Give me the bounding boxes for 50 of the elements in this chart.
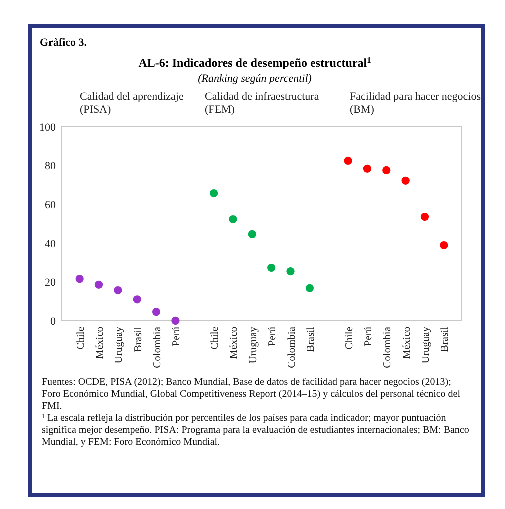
- x-tick-label: Brasil: [440, 326, 452, 352]
- x-tick-label: Colombia: [152, 326, 164, 368]
- point: [114, 286, 122, 295]
- point: [248, 230, 256, 239]
- x-tick-label: Brasil: [306, 326, 317, 352]
- chart-title: AL-6: Indicadores de desempeño estructural$^{1}$: [138, 56, 372, 70]
- x-tick-label: Perú: [268, 326, 279, 346]
- chart-subtitle: (Ranking según percentil): [198, 73, 312, 85]
- text: Facilidad para hacer negocios (BM): [350, 91, 482, 116]
- point: [268, 264, 276, 272]
- point: [133, 296, 142, 304]
- x-tick-label: Colombia: [382, 326, 394, 368]
- point: [420, 212, 430, 222]
- x-tick-label: Chile: [76, 326, 87, 350]
- x-tick-label: Brasil: [133, 326, 144, 352]
- x-tick-label: Uruguay: [248, 326, 260, 364]
- point: [229, 215, 238, 224]
- x-tick-label: Perú: [363, 326, 374, 346]
- point: [382, 166, 391, 175]
- x-tick-label: Perú: [172, 326, 183, 346]
- y-tick-label: 40: [45, 238, 56, 250]
- y-tick-label: 20: [45, 277, 56, 290]
- point: [210, 189, 218, 198]
- x-tick-label: Chile: [210, 326, 222, 350]
- y-tick-label: 100: [40, 122, 56, 134]
- point: [286, 267, 295, 276]
- x-tick-label: México: [402, 327, 413, 360]
- text: Calidad del aprendizaje (PISA): [80, 91, 184, 116]
- x-tick-label: México: [229, 327, 240, 360]
- y-tick-label: 0: [50, 316, 56, 328]
- x-tick-label: Uruguay: [114, 326, 126, 364]
- point: [440, 241, 448, 250]
- point: [152, 308, 161, 316]
- point: [402, 176, 410, 185]
- x-tick-label: Colombia: [286, 326, 298, 368]
- point: [306, 284, 314, 292]
- x-tick-label: Uruguay: [420, 326, 432, 364]
- point: [363, 164, 372, 173]
- text: Gràfico 3.: [40, 37, 88, 49]
- y-tick-label: 60: [45, 199, 56, 212]
- point: [76, 275, 84, 284]
- point: [94, 280, 104, 289]
- x-tick-label: Chile: [344, 326, 356, 350]
- text: ¹ La escala refleja la distribución por percentiles de los países para cada indicador; mayor puntuación significa mejor desempeño. PISA: Programa para la evaluación de estudiantes internacionales; BM: Banco Mundial, y FEM: Foro Económico Mundial.: [42, 413, 470, 448]
- source-note: Fuentes: OCDE, PISA (2012); Banco Mundial, Base de datos de facilidad para hacer negocios (2013); Foro Económico Mundial, Global Competitiveness Report (2014–15) y cálculos del personal técnico del FMI.: [42, 377, 461, 412]
- text: Calidad de infraestructura (FEM): [205, 91, 320, 116]
- point: [344, 156, 352, 166]
- point: [172, 316, 180, 326]
- y-tick-label: 80: [45, 160, 56, 173]
- x-tick-label: México: [95, 327, 106, 360]
